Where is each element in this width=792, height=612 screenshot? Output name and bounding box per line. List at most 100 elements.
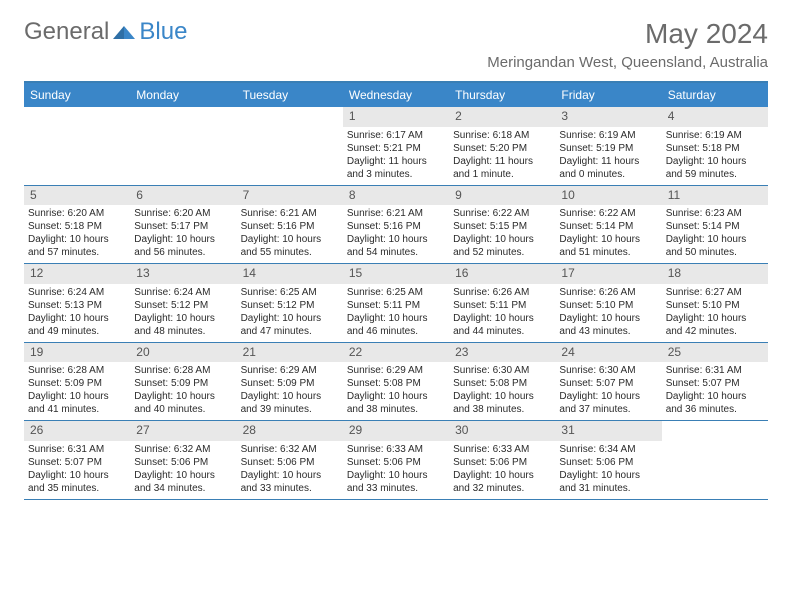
cell-body: Sunrise: 6:17 AMSunset: 5:21 PMDaylight:… [343,127,449,185]
calendar-cell: 1Sunrise: 6:17 AMSunset: 5:21 PMDaylight… [343,107,449,185]
calendar-cell: 20Sunrise: 6:28 AMSunset: 5:09 PMDayligh… [130,343,236,421]
day-number [237,107,343,127]
sun-info-line: Sunset: 5:14 PM [666,220,764,233]
sun-info-line: Sunrise: 6:30 AM [559,364,657,377]
cell-body: Sunrise: 6:19 AMSunset: 5:18 PMDaylight:… [662,127,768,185]
calendar-cell [662,421,768,499]
day-number: 31 [555,421,661,441]
sun-info-line: Sunrise: 6:26 AM [453,286,551,299]
sun-info-line: Sunset: 5:16 PM [347,220,445,233]
sun-info-line: Sunset: 5:06 PM [559,456,657,469]
sun-info-line: Daylight: 10 hours and 43 minutes. [559,312,657,338]
sun-info-line: Daylight: 10 hours and 44 minutes. [453,312,551,338]
sun-info-line: Daylight: 11 hours and 0 minutes. [559,155,657,181]
calendar-cell: 14Sunrise: 6:25 AMSunset: 5:12 PMDayligh… [237,264,343,342]
sun-info-line: Sunset: 5:09 PM [241,377,339,390]
day-header-cell: Thursday [449,83,555,107]
sun-info-line: Daylight: 11 hours and 1 minute. [453,155,551,181]
sun-info-line: Daylight: 10 hours and 33 minutes. [347,469,445,495]
sun-info-line: Sunrise: 6:30 AM [453,364,551,377]
logo-mark-icon [113,18,135,34]
sun-info-line: Sunset: 5:16 PM [241,220,339,233]
sun-info-line: Daylight: 10 hours and 46 minutes. [347,312,445,338]
cell-body: Sunrise: 6:29 AMSunset: 5:09 PMDaylight:… [237,362,343,420]
day-number: 18 [662,264,768,284]
day-number: 28 [237,421,343,441]
sun-info-line: Sunset: 5:17 PM [134,220,232,233]
sun-info-line: Sunset: 5:09 PM [134,377,232,390]
sun-info-line: Sunrise: 6:25 AM [241,286,339,299]
sun-info-line: Sunrise: 6:24 AM [28,286,126,299]
day-header-row: SundayMondayTuesdayWednesdayThursdayFrid… [24,83,768,107]
sun-info-line: Daylight: 10 hours and 56 minutes. [134,233,232,259]
cell-body: Sunrise: 6:20 AMSunset: 5:18 PMDaylight:… [24,205,130,263]
sun-info-line: Sunset: 5:15 PM [453,220,551,233]
sun-info-line: Sunrise: 6:34 AM [559,443,657,456]
day-number: 17 [555,264,661,284]
calendar-week-row: 19Sunrise: 6:28 AMSunset: 5:09 PMDayligh… [24,343,768,422]
sun-info-line: Sunrise: 6:19 AM [666,129,764,142]
sun-info-line: Daylight: 10 hours and 36 minutes. [666,390,764,416]
sun-info-line: Sunset: 5:13 PM [28,299,126,312]
calendar-cell: 26Sunrise: 6:31 AMSunset: 5:07 PMDayligh… [24,421,130,499]
sun-info-line: Daylight: 10 hours and 38 minutes. [453,390,551,416]
day-number [130,107,236,127]
day-header-cell: Friday [555,83,661,107]
sun-info-line: Sunrise: 6:28 AM [28,364,126,377]
sun-info-line: Daylight: 10 hours and 49 minutes. [28,312,126,338]
sun-info-line: Daylight: 10 hours and 55 minutes. [241,233,339,259]
cell-body: Sunrise: 6:26 AMSunset: 5:10 PMDaylight:… [555,284,661,342]
cell-body: Sunrise: 6:31 AMSunset: 5:07 PMDaylight:… [24,441,130,499]
calendar-weeks: 1Sunrise: 6:17 AMSunset: 5:21 PMDaylight… [24,107,768,500]
sun-info-line: Sunset: 5:09 PM [28,377,126,390]
calendar-cell: 15Sunrise: 6:25 AMSunset: 5:11 PMDayligh… [343,264,449,342]
cell-body: Sunrise: 6:25 AMSunset: 5:12 PMDaylight:… [237,284,343,342]
calendar-cell: 23Sunrise: 6:30 AMSunset: 5:08 PMDayligh… [449,343,555,421]
calendar-cell: 31Sunrise: 6:34 AMSunset: 5:06 PMDayligh… [555,421,661,499]
calendar-cell: 12Sunrise: 6:24 AMSunset: 5:13 PMDayligh… [24,264,130,342]
sun-info-line: Daylight: 10 hours and 47 minutes. [241,312,339,338]
cell-body: Sunrise: 6:20 AMSunset: 5:17 PMDaylight:… [130,205,236,263]
calendar-cell: 13Sunrise: 6:24 AMSunset: 5:12 PMDayligh… [130,264,236,342]
cell-body: Sunrise: 6:24 AMSunset: 5:13 PMDaylight:… [24,284,130,342]
day-number: 6 [130,186,236,206]
cell-body: Sunrise: 6:33 AMSunset: 5:06 PMDaylight:… [343,441,449,499]
calendar-cell: 3Sunrise: 6:19 AMSunset: 5:19 PMDaylight… [555,107,661,185]
sun-info-line: Sunset: 5:07 PM [559,377,657,390]
sun-info-line: Daylight: 10 hours and 38 minutes. [347,390,445,416]
day-number: 16 [449,264,555,284]
sun-info-line: Sunrise: 6:24 AM [134,286,232,299]
cell-body: Sunrise: 6:21 AMSunset: 5:16 PMDaylight:… [237,205,343,263]
sun-info-line: Daylight: 10 hours and 34 minutes. [134,469,232,495]
cell-body: Sunrise: 6:29 AMSunset: 5:08 PMDaylight:… [343,362,449,420]
cell-body [130,127,236,133]
title-block: May 2024 Meringandan West, Queensland, A… [487,18,768,71]
sun-info-line: Sunrise: 6:22 AM [453,207,551,220]
sun-info-line: Sunset: 5:10 PM [559,299,657,312]
cell-body: Sunrise: 6:27 AMSunset: 5:10 PMDaylight:… [662,284,768,342]
sun-info-line: Daylight: 10 hours and 51 minutes. [559,233,657,259]
calendar-cell: 2Sunrise: 6:18 AMSunset: 5:20 PMDaylight… [449,107,555,185]
cell-body: Sunrise: 6:18 AMSunset: 5:20 PMDaylight:… [449,127,555,185]
cell-body: Sunrise: 6:34 AMSunset: 5:06 PMDaylight:… [555,441,661,499]
day-number: 24 [555,343,661,363]
calendar-cell: 8Sunrise: 6:21 AMSunset: 5:16 PMDaylight… [343,186,449,264]
sun-info-line: Sunset: 5:18 PM [28,220,126,233]
sun-info-line: Sunset: 5:14 PM [559,220,657,233]
day-number: 8 [343,186,449,206]
sun-info-line: Daylight: 10 hours and 54 minutes. [347,233,445,259]
calendar-cell [130,107,236,185]
day-number: 25 [662,343,768,363]
sun-info-line: Daylight: 10 hours and 41 minutes. [28,390,126,416]
cell-body: Sunrise: 6:28 AMSunset: 5:09 PMDaylight:… [24,362,130,420]
day-number: 9 [449,186,555,206]
sun-info-line: Sunset: 5:10 PM [666,299,764,312]
day-number [662,421,768,441]
brand-part1: General [24,18,109,46]
cell-body: Sunrise: 6:19 AMSunset: 5:19 PMDaylight:… [555,127,661,185]
calendar-cell: 22Sunrise: 6:29 AMSunset: 5:08 PMDayligh… [343,343,449,421]
sun-info-line: Sunrise: 6:31 AM [28,443,126,456]
calendar-cell [24,107,130,185]
sun-info-line: Daylight: 10 hours and 32 minutes. [453,469,551,495]
calendar-cell: 29Sunrise: 6:33 AMSunset: 5:06 PMDayligh… [343,421,449,499]
